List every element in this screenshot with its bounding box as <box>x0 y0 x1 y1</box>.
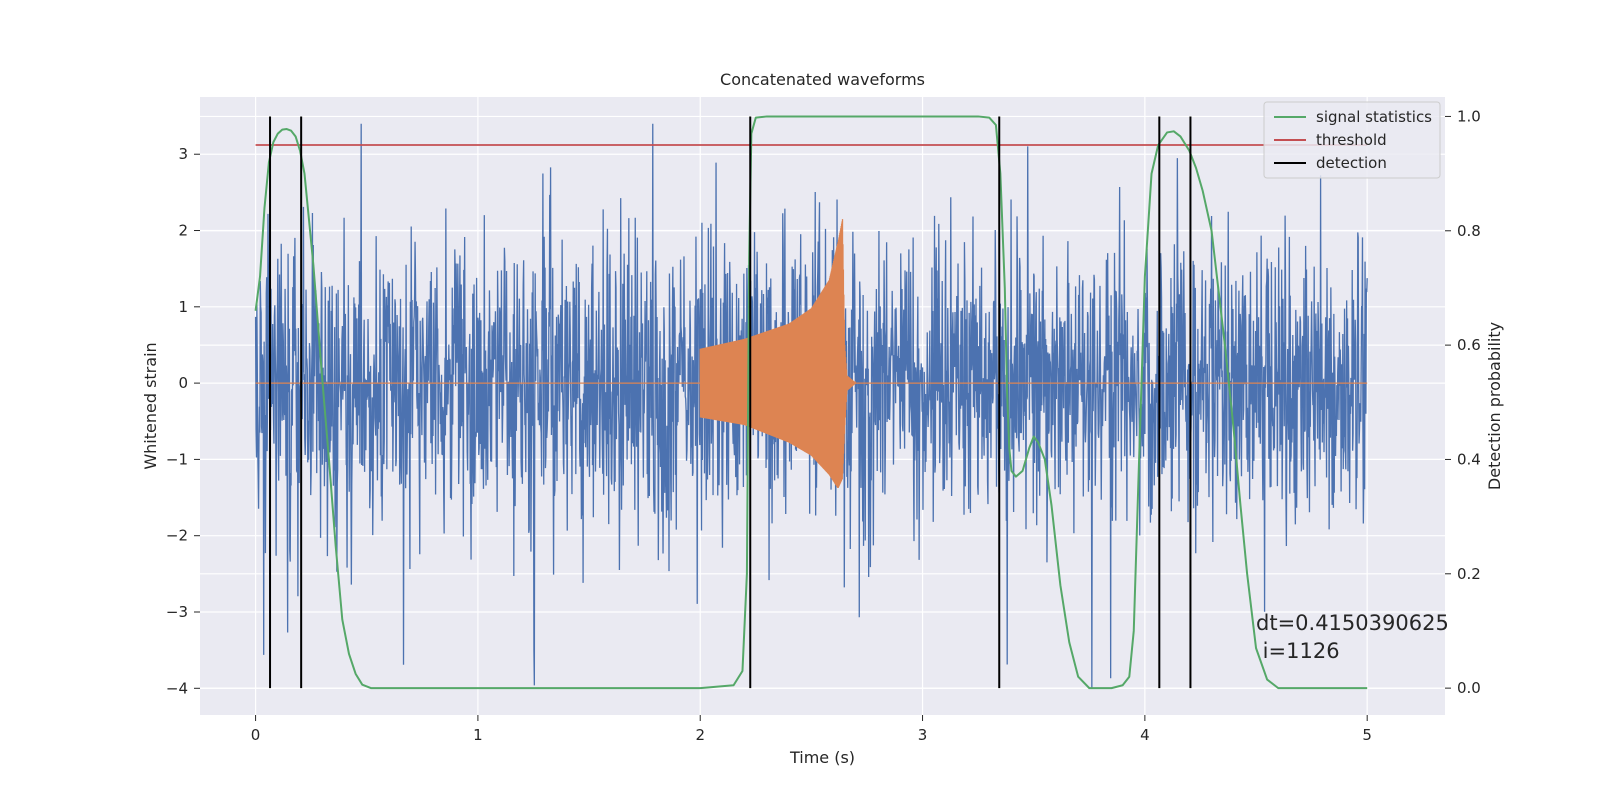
legend-label-threshold: threshold <box>1316 131 1387 149</box>
x-tick-label: 0 <box>251 726 261 744</box>
x-tick-label: 1 <box>473 726 483 744</box>
y-tick-label: −1 <box>166 450 188 468</box>
y2-axis-label: Detection probability <box>1485 322 1504 490</box>
legend: signal statistics threshold detection <box>1263 101 1441 179</box>
y-tick-label: −3 <box>166 603 188 621</box>
legend-box <box>1263 101 1441 179</box>
y2-tick-label: 0.4 <box>1457 450 1481 468</box>
annotation-index: i=1126 <box>1256 639 1340 663</box>
y2-tick-label: 0.8 <box>1457 222 1481 240</box>
y2-tick-label: 0.2 <box>1457 565 1481 583</box>
x-tick-label: 3 <box>918 726 928 744</box>
legend-label-signal-statistics: signal statistics <box>1316 108 1432 126</box>
y2-tick-label: 0.0 <box>1457 679 1481 697</box>
signal-statistics-line <box>254 115 1368 690</box>
x-tick-label: 5 <box>1362 726 1372 744</box>
ticks: 0 1 2 3 4 5 3 2 1 0 −1 −2 −3 −4 1.0 0.8 0.6 0.4 0.2 0.0 <box>166 107 1481 744</box>
y-tick-label: −2 <box>166 527 188 545</box>
template-series-line <box>255 219 1368 489</box>
y2-tick-label: 0.6 <box>1457 336 1481 354</box>
y-tick-label: 3 <box>178 145 188 163</box>
y-tick-label: −4 <box>166 679 188 697</box>
series-layer <box>254 115 1368 690</box>
y-tick-label: 1 <box>178 298 188 316</box>
y2-tick-label: 1.0 <box>1457 107 1481 125</box>
y-tick-label: 0 <box>178 374 188 392</box>
x-tick-label: 4 <box>1140 726 1150 744</box>
x-tick-label: 2 <box>695 726 705 744</box>
y-axis-label: Whitened strain <box>141 342 160 469</box>
grid <box>200 97 1445 715</box>
annotation-dt: dt=0.4150390625 <box>1256 611 1449 635</box>
chart-title: Concatenated waveforms <box>720 70 925 89</box>
y-tick-label: 2 <box>178 222 188 240</box>
x-axis-label: Time (s) <box>789 748 855 767</box>
legend-label-detection: detection <box>1316 154 1387 172</box>
